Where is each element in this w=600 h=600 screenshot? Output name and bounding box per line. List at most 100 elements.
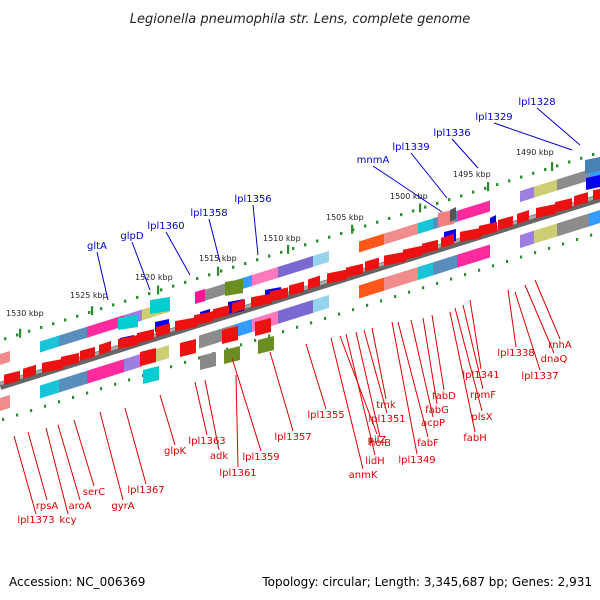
tick-dot [472, 190, 475, 194]
reverse-gene-label: fabF [417, 438, 439, 449]
major-tick [217, 266, 220, 276]
forward-gene-label: lpl1336 [433, 128, 470, 139]
tick-dot [590, 233, 593, 237]
tick-dot [160, 288, 163, 292]
gene-strip-segment [124, 353, 142, 373]
reverse-gene-label: anmK [349, 470, 378, 481]
tick-dot [492, 264, 495, 268]
tick-dot [448, 198, 451, 202]
reverse-gene [270, 287, 288, 302]
kbp-label: 1510 kbp [263, 234, 301, 243]
reverse-leader [231, 357, 262, 452]
reverse-leader [13, 435, 37, 515]
reverse-gene [555, 198, 572, 213]
reverse-gene-label: lidH [365, 456, 384, 467]
forward-leader [208, 218, 221, 263]
reverse-leader [159, 394, 176, 446]
forward-gene [195, 289, 205, 304]
forward-gene [586, 175, 600, 190]
reverse-leader [391, 321, 418, 455]
reverse-leader [27, 431, 48, 501]
tick-dot [580, 156, 583, 160]
reverse-gene-label: acpP [421, 418, 445, 429]
forward-leader [252, 204, 259, 256]
reverse-gene [403, 245, 422, 260]
tick-dot [338, 312, 341, 316]
tick-dot [380, 299, 383, 303]
reverse-gene [346, 263, 363, 278]
tick-dot [352, 308, 355, 312]
reverse-leader [431, 314, 445, 391]
gene-strip-segment [278, 255, 313, 278]
reverse-leader [99, 411, 124, 501]
tick-dot [520, 175, 523, 179]
major-tick [551, 162, 554, 172]
reverse-gene [99, 340, 111, 355]
tick-dot [16, 333, 19, 337]
reverse-gene [441, 233, 454, 248]
reverse-leader [397, 321, 429, 438]
tick-dot [296, 325, 299, 329]
reverse-gene [118, 335, 138, 350]
reverse-gene [61, 352, 79, 367]
forward-gene [450, 207, 456, 222]
reverse-gene [289, 281, 304, 296]
major-tick [487, 182, 490, 192]
reverse-leader [204, 379, 220, 451]
gene-strip-segment [359, 233, 384, 253]
gene-strip-segment [384, 223, 418, 245]
reverse-gene-label: lpl1357 [274, 432, 311, 443]
reverse-gene [365, 257, 379, 272]
forward-gene-label: glpD [120, 231, 143, 242]
tick-dot [184, 360, 187, 364]
tick-dot [76, 314, 79, 318]
reverse-gene-label: lpl1359 [242, 452, 279, 463]
reverse-gene [222, 326, 238, 344]
reverse-leader [462, 304, 484, 390]
reverse-gene-label: adk [210, 451, 228, 462]
kbp-scale: 1530 kbp 1525 kbp 1520 kbp 1515 kbp 1510 kbp… [6, 148, 554, 318]
gene-strip-segment [433, 254, 457, 276]
reverse-leader [235, 374, 239, 468]
reverse-leader [371, 327, 387, 400]
tick-dot [52, 322, 55, 326]
reverse-gene-label: lpl1355 [307, 410, 344, 421]
tick-dot [576, 238, 579, 242]
tick-dot [220, 269, 223, 273]
reverse-gene-label: holB [369, 438, 391, 449]
tick-dot [244, 262, 247, 266]
major-tick [287, 244, 290, 254]
gene-strip-segment [278, 299, 313, 324]
gene-strip-segment [313, 294, 329, 313]
tick-dot [170, 365, 173, 369]
tick-dot [226, 347, 229, 351]
gene-strip-segment [252, 266, 278, 287]
kbp-label: 1505 kbp [326, 213, 364, 222]
gene-strip-segment [520, 186, 534, 203]
gene-strip-segment [457, 244, 490, 268]
reverse-gene [137, 329, 154, 344]
reverse-leader [355, 331, 381, 438]
forward-gene-label: lpl1356 [234, 194, 271, 205]
gene-strip-segment [384, 267, 418, 291]
tick-dot [394, 295, 397, 299]
reverse-gene [308, 275, 320, 290]
reverse-gene [460, 227, 481, 242]
reverse-gene [140, 348, 156, 366]
tick-dot [268, 334, 271, 338]
tick-dot [208, 273, 211, 277]
tick-dot [184, 280, 187, 284]
reverse-leader [363, 329, 388, 414]
reverse-gene-label: fabD [432, 391, 456, 402]
forward-leader [410, 152, 448, 199]
forward-gene-label: lpl1329 [475, 112, 512, 123]
gene-strip-segment [418, 218, 433, 235]
tick-dot [58, 400, 61, 404]
gene-strip-segment [457, 200, 490, 222]
reverse-gene-label: plsX [471, 412, 492, 423]
reverse-gene [42, 358, 63, 373]
reverse-leader [454, 307, 483, 412]
gene-strip-segment [534, 223, 557, 244]
reverse-gene [23, 364, 36, 379]
